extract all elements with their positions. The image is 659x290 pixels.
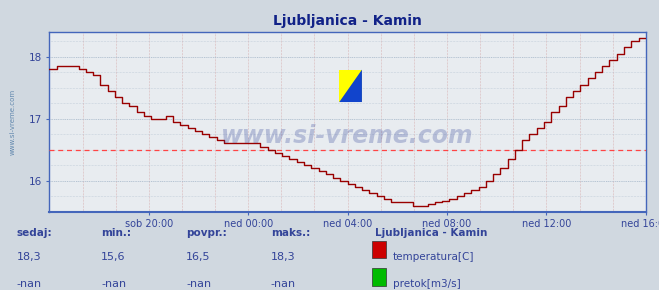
Text: -nan: -nan: [16, 280, 42, 289]
Text: www.si-vreme.com: www.si-vreme.com: [221, 124, 474, 148]
Text: pretok[m3/s]: pretok[m3/s]: [393, 280, 461, 289]
Text: 15,6: 15,6: [101, 252, 126, 262]
Text: min.:: min.:: [101, 229, 131, 238]
Text: -nan: -nan: [186, 280, 211, 289]
Text: povpr.:: povpr.:: [186, 229, 227, 238]
Text: www.si-vreme.com: www.si-vreme.com: [9, 89, 15, 155]
Text: Ljubljanica - Kamin: Ljubljanica - Kamin: [375, 229, 488, 238]
Bar: [339, 70, 362, 102]
Text: temperatura[C]: temperatura[C]: [393, 252, 474, 262]
Text: sedaj:: sedaj:: [16, 229, 52, 238]
Text: 18,3: 18,3: [271, 252, 295, 262]
Title: Ljubljanica - Kamin: Ljubljanica - Kamin: [273, 14, 422, 28]
Text: 18,3: 18,3: [16, 252, 41, 262]
Text: 16,5: 16,5: [186, 252, 210, 262]
Text: -nan: -nan: [271, 280, 296, 289]
Polygon shape: [339, 70, 362, 102]
Text: -nan: -nan: [101, 280, 127, 289]
Bar: [372, 268, 386, 286]
Bar: [372, 240, 386, 258]
Text: maks.:: maks.:: [271, 229, 310, 238]
